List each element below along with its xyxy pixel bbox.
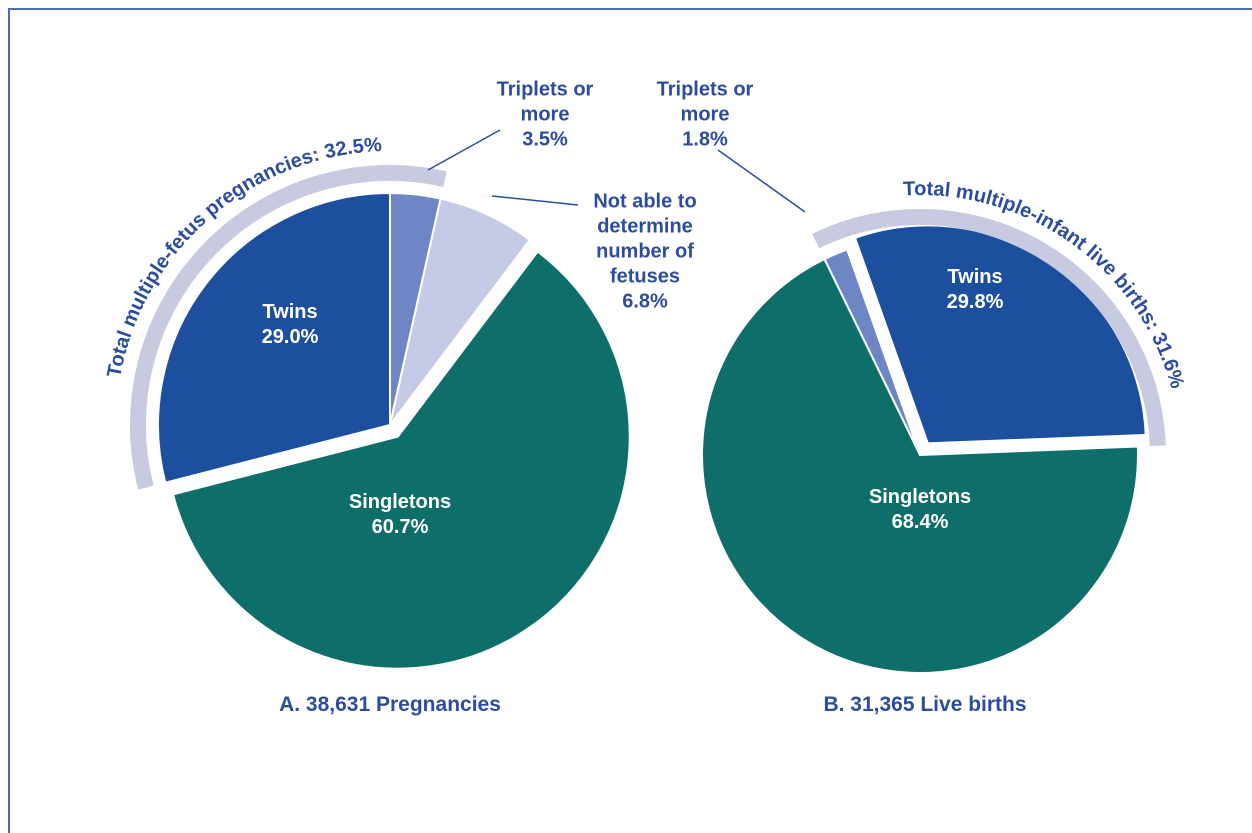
slice-label: Triplets or more 3.5%	[480, 78, 610, 153]
slice-label: Twins 29.8%	[910, 265, 1040, 315]
category: Singletons	[868, 486, 972, 508]
slice-label: Twins 29.0%	[225, 300, 355, 350]
category: Singletons	[348, 491, 452, 513]
slice-label: Not able to determine number of fetuses 6…	[565, 190, 725, 315]
slice-label: Triplets or more 1.8%	[640, 78, 770, 153]
value-label: 68.4%	[891, 511, 949, 533]
value-label: 6.8%	[622, 290, 668, 313]
slice-label: Singletons 68.4%	[820, 485, 1020, 535]
pie-slice	[700, 257, 1139, 674]
category: Triplets or more	[496, 78, 594, 126]
category: Twins	[262, 301, 318, 323]
value-label: 60.7%	[371, 516, 429, 538]
pie-slice	[171, 250, 631, 670]
value-label: 3.5%	[522, 128, 568, 151]
leader-line	[491, 195, 579, 206]
frame	[8, 8, 1252, 833]
leader-line	[427, 129, 501, 171]
chart-title: B. 31,365 Live births	[823, 693, 1027, 716]
chart-title: A. 38,631 Pregnancies	[279, 693, 501, 716]
bracket-arc	[812, 209, 1166, 447]
pie-slice	[157, 191, 391, 484]
category: Not able to determine number of fetuses	[593, 190, 697, 288]
slice-label: Singletons 60.7%	[300, 490, 500, 540]
value-label: 1.8%	[682, 128, 728, 151]
leader-line	[717, 149, 806, 213]
pie-slice	[389, 197, 532, 426]
category: Triplets or more	[656, 78, 754, 126]
value-label: 29.0%	[261, 326, 319, 348]
category: Twins	[947, 266, 1003, 288]
bracket-arc	[130, 165, 447, 490]
value-label: 29.8%	[946, 291, 1004, 313]
